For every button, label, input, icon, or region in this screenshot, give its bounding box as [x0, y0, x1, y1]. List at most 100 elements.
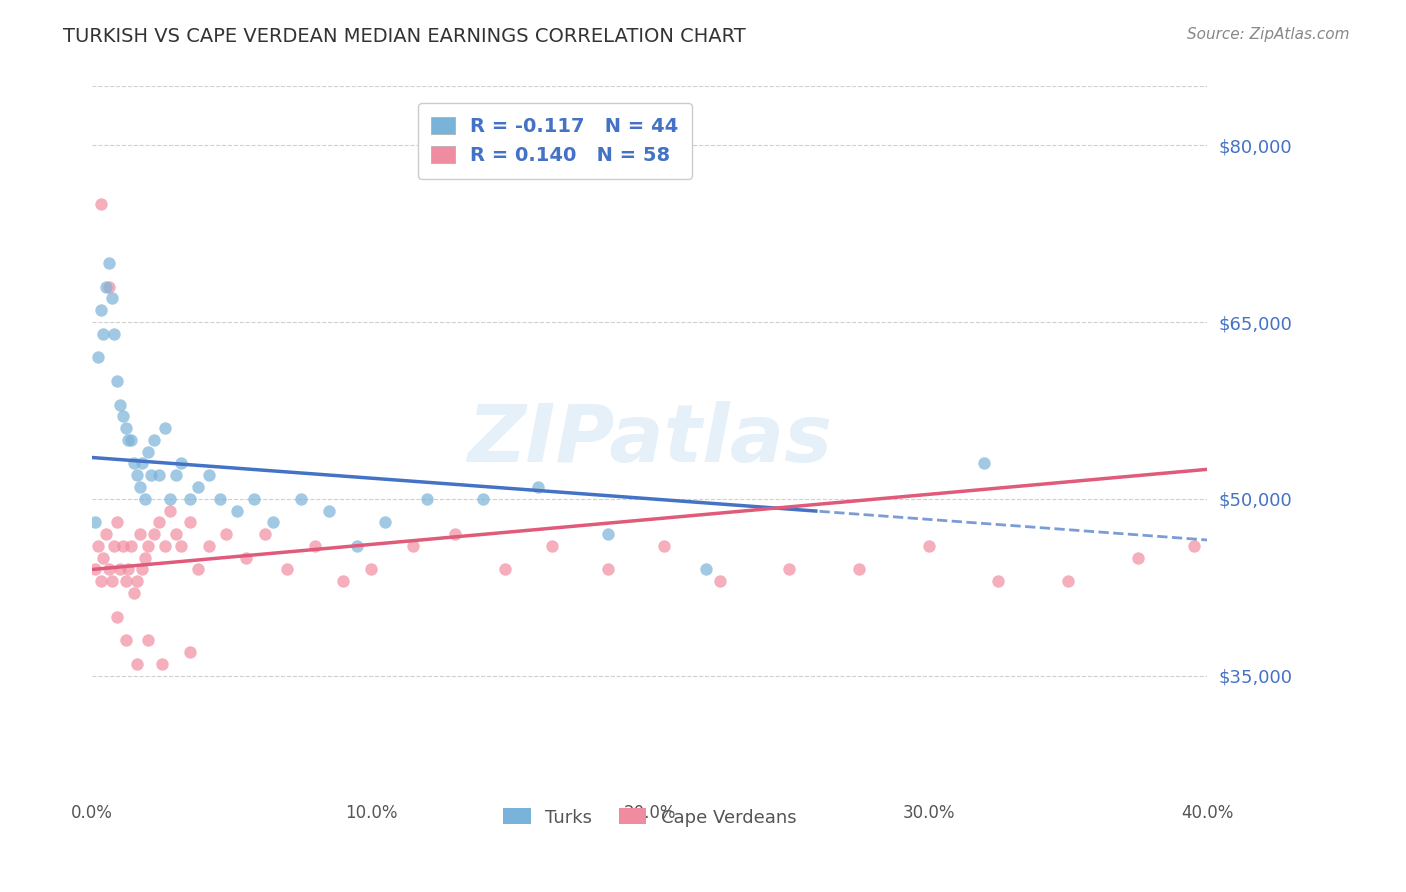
Point	[125, 468, 148, 483]
Point	[142, 527, 165, 541]
Point	[332, 574, 354, 589]
Point	[360, 562, 382, 576]
Point	[136, 633, 159, 648]
Point	[97, 256, 120, 270]
Point	[443, 527, 465, 541]
Text: TURKISH VS CAPE VERDEAN MEDIAN EARNINGS CORRELATION CHART: TURKISH VS CAPE VERDEAN MEDIAN EARNINGS …	[63, 27, 747, 45]
Point	[94, 279, 117, 293]
Point	[153, 421, 176, 435]
Point	[416, 491, 439, 506]
Point	[136, 444, 159, 458]
Point	[215, 527, 238, 541]
Point	[695, 562, 717, 576]
Point	[209, 491, 232, 506]
Point	[105, 516, 128, 530]
Point	[153, 539, 176, 553]
Point	[108, 562, 131, 576]
Point	[187, 480, 209, 494]
Point	[596, 562, 619, 576]
Point	[165, 468, 187, 483]
Point	[187, 562, 209, 576]
Point	[159, 491, 181, 506]
Point	[290, 491, 312, 506]
Point	[103, 539, 125, 553]
Point	[120, 539, 142, 553]
Point	[170, 457, 193, 471]
Point	[131, 562, 153, 576]
Point	[84, 516, 107, 530]
Point	[91, 550, 114, 565]
Text: ZIPatlas: ZIPatlas	[467, 401, 832, 479]
Point	[198, 539, 221, 553]
Point	[117, 433, 139, 447]
Point	[111, 409, 134, 424]
Point	[346, 539, 368, 553]
Point	[226, 503, 249, 517]
Point	[134, 550, 156, 565]
Point	[90, 197, 112, 211]
Point	[254, 527, 277, 541]
Point	[596, 527, 619, 541]
Point	[179, 516, 201, 530]
Point	[117, 562, 139, 576]
Point	[243, 491, 266, 506]
Point	[652, 539, 675, 553]
Point	[148, 516, 170, 530]
Point	[1182, 539, 1205, 553]
Point	[114, 421, 136, 435]
Point	[114, 574, 136, 589]
Legend: Turks, Cape Verdeans: Turks, Cape Verdeans	[496, 801, 803, 834]
Point	[402, 539, 425, 553]
Point	[262, 516, 284, 530]
Point	[111, 539, 134, 553]
Point	[917, 539, 939, 553]
Point	[103, 326, 125, 341]
Point	[100, 574, 122, 589]
Point	[97, 562, 120, 576]
Point	[527, 480, 550, 494]
Point	[122, 457, 145, 471]
Point	[105, 609, 128, 624]
Point	[125, 657, 148, 671]
Point	[84, 562, 107, 576]
Point	[170, 539, 193, 553]
Point	[179, 645, 201, 659]
Point	[90, 303, 112, 318]
Point	[973, 457, 995, 471]
Point	[148, 468, 170, 483]
Point	[90, 574, 112, 589]
Point	[471, 491, 494, 506]
Point	[136, 539, 159, 553]
Point	[374, 516, 396, 530]
Point	[120, 433, 142, 447]
Point	[1126, 550, 1149, 565]
Point	[276, 562, 298, 576]
Point	[91, 326, 114, 341]
Point	[122, 586, 145, 600]
Point	[139, 468, 162, 483]
Point	[114, 633, 136, 648]
Point	[94, 527, 117, 541]
Point	[125, 574, 148, 589]
Point	[165, 527, 187, 541]
Point	[131, 457, 153, 471]
Point	[128, 480, 150, 494]
Point	[778, 562, 800, 576]
Point	[97, 279, 120, 293]
Point	[87, 351, 110, 365]
Point	[134, 491, 156, 506]
Point	[304, 539, 326, 553]
Point	[128, 527, 150, 541]
Point	[142, 433, 165, 447]
Point	[235, 550, 257, 565]
Point	[150, 657, 173, 671]
Point	[987, 574, 1010, 589]
Point	[848, 562, 870, 576]
Point	[494, 562, 516, 576]
Point	[179, 491, 201, 506]
Point	[105, 374, 128, 388]
Point	[108, 397, 131, 411]
Point	[100, 292, 122, 306]
Point	[318, 503, 340, 517]
Point	[198, 468, 221, 483]
